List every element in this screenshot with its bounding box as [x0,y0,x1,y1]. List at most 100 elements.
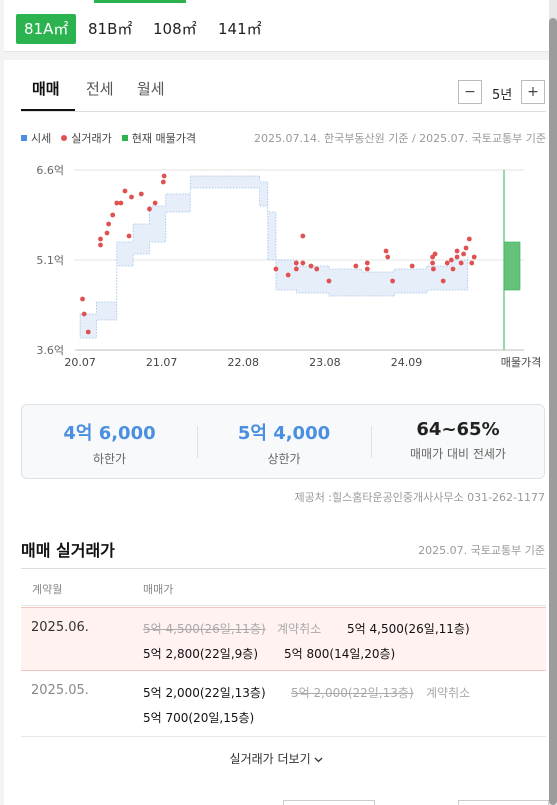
actual-deal-point [114,200,120,206]
listing-swatch-icon [121,135,128,141]
y-tick-label: 5.1억 [36,254,64,267]
x-tick-label: 24.09 [391,356,423,369]
actual-deal-point [326,278,332,284]
actual-deal-point [293,260,299,266]
summary-min: 4억 6,000 하한가 [22,405,197,478]
x-tick-label: 20.07 [64,356,96,369]
actual-deal-point [152,200,158,206]
actual-deal-point [463,245,469,251]
actual-deal-point [385,254,391,260]
area-tab-141[interactable]: 141㎡ [218,20,262,38]
summary-min-label: 하한가 [92,452,127,466]
cancel-tag: 계약취소 [277,622,322,636]
actual-deal-point [454,254,460,260]
actual-deal-point [147,206,152,212]
actual-deal-point [409,263,415,269]
table-top-border [21,568,546,569]
actual-deal-point [471,254,477,260]
deal-price: 5억 2,800(22일,9층) [143,647,259,661]
summary-ratio: 64~65% 매매가 대비 전세가 [371,405,545,478]
actual-swatch-icon [61,135,68,141]
actual-deal-point [308,263,314,269]
actual-deal-point [81,311,87,317]
y-tick-label: 3.6억 [36,344,64,357]
x-tick-label: 22.08 [228,356,260,369]
actual-deal-point [106,221,112,227]
legend-actual-label: 실거래가 [71,132,112,145]
row-month: 2025.05. [31,683,89,698]
chart-legend: 시세 실거래가 현재 매물가격 [21,130,196,146]
actual-deal-point [430,260,435,266]
cancelled-deal: 5억 4,500(26일,11층) [143,622,266,636]
legend-market-label: 시세 [31,132,52,145]
area-type-indicator [94,0,186,3]
actual-deal-point [454,248,460,254]
actual-deal-point [160,179,166,185]
actual-deal-point [129,194,134,200]
actual-deal-point [80,296,85,302]
actual-deal-point [104,230,110,236]
tabs-divider [21,111,546,112]
tab-sale[interactable]: 매매 [32,80,60,98]
scrollbar-track[interactable] [549,0,557,805]
area-tab-81a[interactable]: 81A㎡ [16,14,77,44]
deal-price: 5억 2,000(22일,13층) [143,686,266,700]
actual-deal-point [450,266,456,272]
actual-deal-point [98,236,103,242]
actual-deal-point [273,266,279,272]
area-tab-108[interactable]: 108㎡ [153,20,197,38]
header-sale-price: 매매가 [143,583,174,596]
legend-listing: 현재 매물가격 [121,130,196,146]
actual-deal-point [448,257,454,263]
section-source: 2025.07. 국토교통부 기준 [418,544,545,557]
area-tab-81b[interactable]: 81B㎡ [88,20,133,38]
period-decrease-button[interactable]: − [458,80,482,104]
legend-actual: 실거래가 [61,130,112,146]
legend-listing-label: 현재 매물가격 [131,132,196,145]
more-deals-button[interactable]: 실거래가 더보기 [4,750,549,767]
actual-deal-point [110,212,116,218]
cancel-tag: 계약취소 [426,686,471,700]
actual-deal-point [85,329,91,335]
bottom-button-fragment[interactable] [458,800,549,805]
summary-max: 5억 4,000 상한가 [197,405,371,478]
market-swatch-icon [21,135,27,141]
actual-deal-point [161,173,167,179]
actual-deal-point [458,260,464,266]
actual-deal-point [466,236,472,242]
summary-min-value: 4억 6,000 [63,423,156,444]
actual-deal-point [353,263,359,269]
price-card: 매매 전세 월세 − 5년 + 시세 실거래가 현재 매물가격 2025.07.… [4,60,549,805]
deal-price: 5억 800(14일,20층) [284,647,396,661]
row-divider [21,736,546,737]
actual-deal-point [300,260,306,266]
actual-deal-point [431,266,436,272]
cancelled-deal: 5억 2,000(22일,13층) [291,686,414,700]
actual-deal-point [300,233,306,239]
actual-deal-point [364,260,370,266]
legend-market: 시세 [21,130,51,146]
actual-deal-point [126,233,132,239]
actual-deal-point [383,248,389,254]
summary-divider [197,426,198,458]
period-increase-button[interactable]: + [521,80,545,104]
more-deals-label: 실거래가 더보기 [229,752,311,766]
actual-deal-point [390,278,396,284]
row-month: 2025.06. [31,620,89,635]
table-row[interactable]: 2025.06. 5억 4,500(26일,11층) 계약취소 5억 4,500… [21,607,546,671]
table-header-border [21,605,546,606]
bottom-button-fragment[interactable] [283,800,375,805]
market-price-band [79,175,469,339]
tab-monthly-rent[interactable]: 월세 [137,80,165,98]
tab-underline [21,109,75,111]
tab-jeonse[interactable]: 전세 [86,80,114,98]
header-contract-month: 계약월 [32,583,63,596]
actual-deal-point [432,251,438,257]
actual-deal-point [138,191,144,197]
scrollbar-thumb[interactable] [549,18,557,805]
area-type-bar: 81A㎡ 81B㎡ 108㎡ 141㎡ [4,0,549,52]
actual-deal-point [440,278,446,284]
section-title: 매매 실거래가 [21,541,115,560]
provider-note: 제공처 :힐스홈타운공인중개사사무소 031-262-1177 [294,491,545,504]
